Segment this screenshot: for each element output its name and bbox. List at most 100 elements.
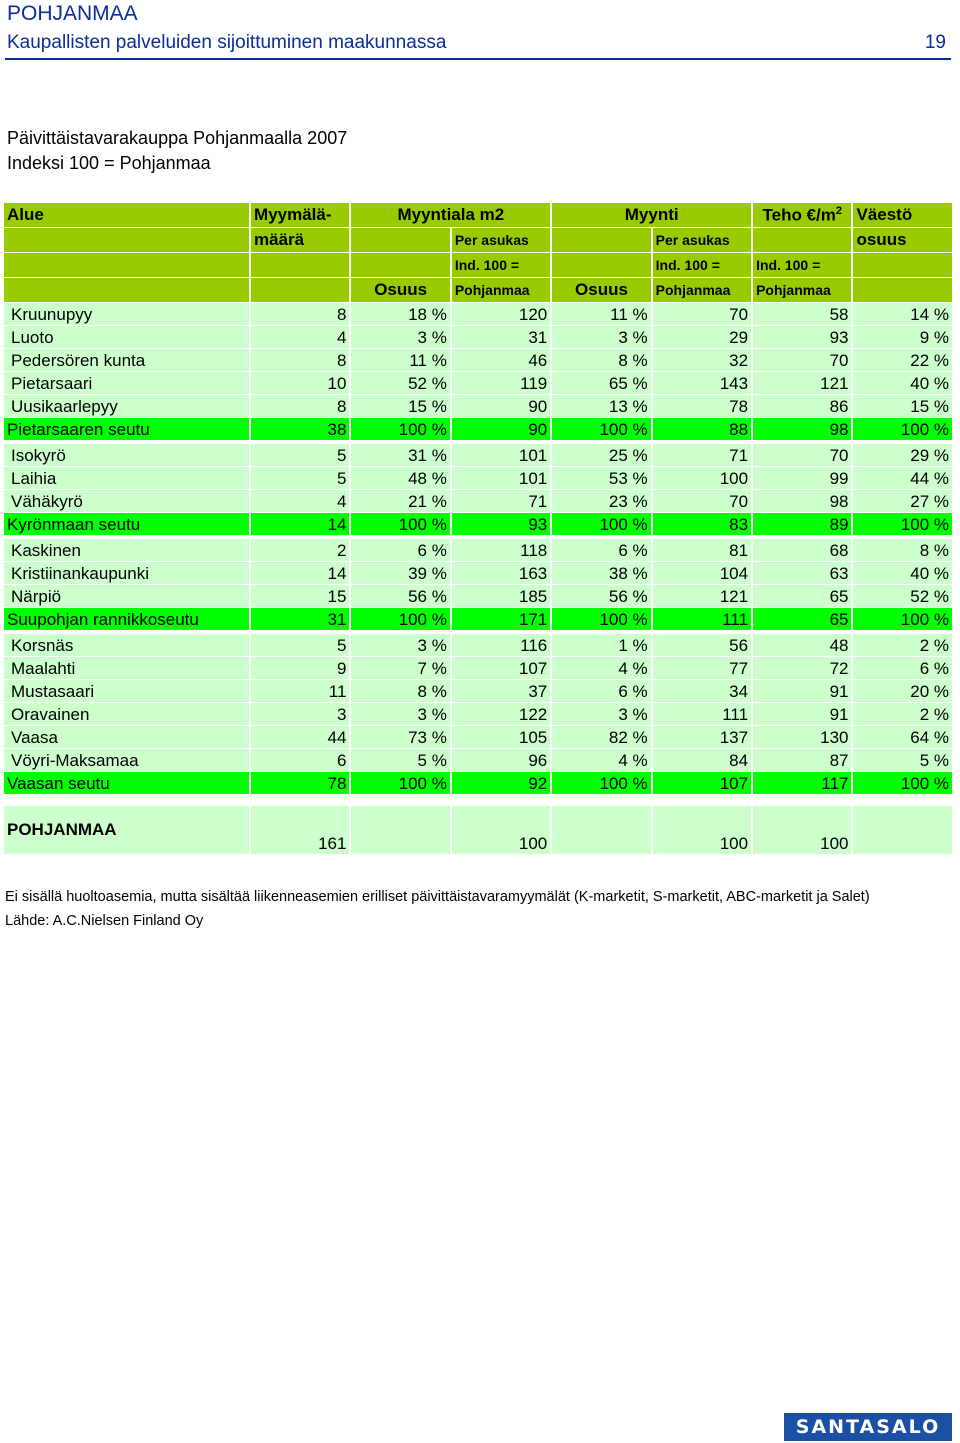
table-row: Vaasa 44 73 % 105 82 % 137 130 64 % xyxy=(4,726,952,748)
store-count: 2 xyxy=(251,539,350,561)
sales-index: 70 xyxy=(652,490,752,512)
sales-index: 77 xyxy=(652,657,752,679)
sales-index: 78 xyxy=(652,395,752,417)
index-base-label: Pohjanmaa xyxy=(451,278,551,302)
store-count: 38 xyxy=(251,418,350,440)
population-share: 20 % xyxy=(853,680,952,702)
table-row: Pedersören kunta 8 11 % 46 8 % 32 70 22 % xyxy=(4,349,952,371)
sales-index: 100 xyxy=(652,467,752,489)
population-share: 100 % xyxy=(853,418,952,440)
sales-area-share: 39 % xyxy=(351,562,450,584)
efficiency-index: 70 xyxy=(753,349,852,371)
sales-area-share: 31 % xyxy=(351,444,450,466)
population-share: 40 % xyxy=(853,562,952,584)
col-stores-header-2: määrä xyxy=(251,228,350,252)
efficiency-index: 98 xyxy=(753,490,852,512)
sales-index: 29 xyxy=(652,326,752,348)
sales-share: 38 % xyxy=(552,562,651,584)
sales-area-index: 93 xyxy=(451,513,551,535)
efficiency-index: 91 xyxy=(753,703,852,725)
index-label: Ind. 100 = xyxy=(652,253,752,277)
sales-area-index: 101 xyxy=(451,467,551,489)
col-stores-header: Myymälä- xyxy=(251,203,350,227)
sales-share: 3 % xyxy=(552,703,651,725)
sales-area-share: 8 % xyxy=(351,680,450,702)
sales-share: 100 % xyxy=(552,772,651,794)
area-name: Suupohjan rannikkoseutu xyxy=(4,608,250,630)
footnote: Ei sisällä huoltoasemia, mutta sisältää … xyxy=(5,889,870,905)
col-sales-area-header: Myyntiala m2 xyxy=(351,203,551,227)
area-name: Kyrönmaan seutu xyxy=(4,513,250,535)
efficiency-index: 99 xyxy=(753,467,852,489)
population-share: 100 % xyxy=(853,513,952,535)
efficiency-index: 89 xyxy=(753,513,852,535)
index-label: Ind. 100 = xyxy=(753,253,852,277)
table-title: Päivittäistavarakauppa Pohjanmaalla 2007 xyxy=(7,128,348,148)
population-share: 44 % xyxy=(853,467,952,489)
index-base-label: Pohjanmaa xyxy=(753,278,852,302)
sales-share: 4 % xyxy=(552,749,651,771)
sales-area-share: 100 % xyxy=(351,608,450,630)
efficiency-index: 91 xyxy=(753,680,852,702)
sales-area-index: 90 xyxy=(451,418,551,440)
row-gap xyxy=(4,441,952,443)
sales-area-index: 107 xyxy=(451,657,551,679)
population-share: 52 % xyxy=(853,585,952,607)
area-name: Närpiö xyxy=(4,585,250,607)
efficiency-index: 130 xyxy=(753,726,852,748)
sales-index: 111 xyxy=(652,608,752,630)
col-area-header: Alue xyxy=(4,203,250,227)
area-name: Oravainen xyxy=(4,703,250,725)
total-row: POHJANMAA 161 100 100 100 xyxy=(4,806,952,854)
share-label: Osuus xyxy=(351,278,450,302)
area-name: Kruunupyy xyxy=(4,303,250,325)
area-name: Mustasaari xyxy=(4,680,250,702)
table-row: Korsnäs 5 3 % 116 1 % 56 48 2 % xyxy=(4,634,952,656)
sales-share: 25 % xyxy=(552,444,651,466)
row-gap xyxy=(4,631,952,633)
sales-index: 56 xyxy=(652,634,752,656)
sales-share: 100 % xyxy=(552,418,651,440)
efficiency-index: 68 xyxy=(753,539,852,561)
sales-share: 6 % xyxy=(552,680,651,702)
sales-index: 84 xyxy=(652,749,752,771)
store-count: 31 xyxy=(251,608,350,630)
population-share: 9 % xyxy=(853,326,952,348)
efficiency-index: 65 xyxy=(753,585,852,607)
sales-share: 23 % xyxy=(552,490,651,512)
total-store-count: 161 xyxy=(251,806,350,854)
sales-area-share: 3 % xyxy=(351,703,450,725)
sales-area-index: 163 xyxy=(451,562,551,584)
total-efficiency-index: 100 xyxy=(753,806,852,854)
area-name: Isokyrö xyxy=(4,444,250,466)
area-name: Kristiinankaupunki xyxy=(4,562,250,584)
subtotal-row: Kyrönmaan seutu 14 100 % 93 100 % 83 89 100 % xyxy=(4,513,952,535)
sales-area-index: 37 xyxy=(451,680,551,702)
sales-index: 104 xyxy=(652,562,752,584)
sales-area-index: 90 xyxy=(451,395,551,417)
area-name: Luoto xyxy=(4,326,250,348)
store-count: 10 xyxy=(251,372,350,394)
sales-area-index: 118 xyxy=(451,539,551,561)
row-gap xyxy=(4,536,952,538)
table-row: Kaskinen 2 6 % 118 6 % 81 68 8 % xyxy=(4,539,952,561)
area-name: Vaasan seutu xyxy=(4,772,250,794)
sales-share: 82 % xyxy=(552,726,651,748)
total-sales-area-share xyxy=(351,806,450,854)
efficiency-index: 70 xyxy=(753,444,852,466)
sales-area-share: 6 % xyxy=(351,539,450,561)
table-row: Kristiinankaupunki 14 39 % 163 38 % 104 63 40 % xyxy=(4,562,952,584)
sales-area-share: 56 % xyxy=(351,585,450,607)
store-count: 44 xyxy=(251,726,350,748)
sales-area-share: 3 % xyxy=(351,326,450,348)
store-count: 8 xyxy=(251,349,350,371)
sales-area-index: 101 xyxy=(451,444,551,466)
area-name: Laihia xyxy=(4,467,250,489)
store-count: 3 xyxy=(251,703,350,725)
col-population-header: Väestö xyxy=(853,203,952,227)
table-row: Mustasaari 11 8 % 37 6 % 34 91 20 % xyxy=(4,680,952,702)
total-sales-area-index: 100 xyxy=(451,806,551,854)
store-count: 8 xyxy=(251,303,350,325)
subtotal-row: Vaasan seutu 78 100 % 92 100 % 107 117 100 % xyxy=(4,772,952,794)
area-name: Vähäkyrö xyxy=(4,490,250,512)
